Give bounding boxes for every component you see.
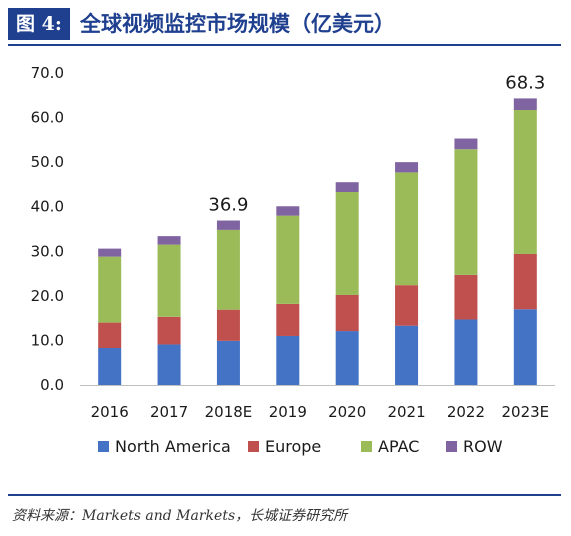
data-label: 36.9 (208, 195, 248, 216)
bar-row (513, 98, 537, 110)
bar-north-america (216, 340, 240, 385)
figure-header: 图 4: 全球视频监控市场规模（亿美元） (0, 6, 571, 46)
bar-europe (98, 322, 122, 349)
y-tick-label: 50.0 (31, 153, 64, 171)
bar-row (216, 220, 240, 230)
bar-apac (98, 256, 122, 323)
legend-swatch (248, 441, 259, 452)
bar-europe (335, 294, 359, 332)
bar-europe (157, 316, 181, 345)
source-note: 资料来源：Markets and Markets，长城证券研究所 (12, 508, 348, 524)
x-tick-label: 2023E (501, 403, 549, 421)
y-tick-label: 30.0 (31, 242, 64, 260)
bar-apac (454, 149, 478, 275)
bar-north-america (454, 319, 478, 385)
legend-label: ROW (463, 437, 503, 456)
bar-europe (276, 303, 300, 336)
bar-row (335, 182, 359, 193)
bar-apac (335, 192, 359, 295)
x-axis: 2016 2017 2018E 2019 2020 2021 2022 2023E (91, 403, 550, 421)
bar-apac (395, 172, 419, 286)
bar-row (454, 138, 478, 150)
bar-europe (216, 309, 240, 341)
bar-north-america (513, 309, 537, 385)
chart-title: 全球视频监控市场规模（亿美元） (80, 11, 395, 36)
annotations: 36.9 68.3 (208, 72, 545, 215)
bar-row (98, 248, 122, 257)
legend-label: North America (115, 437, 231, 456)
bar-north-america (98, 348, 122, 385)
data-label: 68.3 (505, 72, 545, 93)
x-tick-label: 2021 (387, 403, 425, 421)
bar-europe (454, 274, 478, 320)
x-tick-label: 2022 (447, 403, 485, 421)
bar-apac (216, 229, 240, 310)
x-tick-label: 2016 (91, 403, 129, 421)
y-axis: 0.0 10.0 20.0 30.0 40.0 50.0 60.0 70.0 (31, 64, 64, 394)
bar-apac (513, 109, 537, 254)
bar-north-america (395, 325, 419, 385)
bar-europe (395, 285, 419, 326)
y-tick-label: 40.0 (31, 198, 64, 216)
legend-swatch (361, 441, 372, 452)
x-tick-label: 2018E (205, 403, 253, 421)
bar-row (276, 206, 300, 216)
legend-swatch (446, 441, 457, 452)
stacked-bar-chart: 0.0 10.0 20.0 30.0 40.0 50.0 60.0 70.0 2016 2017… (31, 64, 555, 456)
y-tick-label: 70.0 (31, 64, 64, 82)
legend-swatch (98, 441, 109, 452)
bars (98, 98, 537, 385)
bar-row (157, 236, 181, 245)
bar-north-america (157, 344, 181, 385)
y-tick-label: 60.0 (31, 109, 64, 127)
header-rule (8, 44, 561, 46)
bar-apac (157, 244, 181, 317)
legend-label: APAC (378, 437, 419, 456)
figure-label: 图 4: (8, 8, 70, 40)
x-tick-label: 2020 (328, 403, 366, 421)
legend-label: Europe (265, 437, 321, 456)
y-tick-label: 20.0 (31, 287, 64, 305)
bar-europe (513, 253, 537, 310)
x-tick-label: 2019 (269, 403, 307, 421)
y-tick-label: 10.0 (31, 331, 64, 349)
bar-row (395, 162, 419, 173)
footer-rule (8, 494, 561, 496)
legend: North America Europe APAC ROW (98, 437, 503, 456)
bar-north-america (335, 331, 359, 385)
x-tick-label: 2017 (150, 403, 188, 421)
bar-apac (276, 215, 300, 304)
y-tick-label: 0.0 (40, 376, 64, 394)
bar-north-america (276, 335, 300, 385)
